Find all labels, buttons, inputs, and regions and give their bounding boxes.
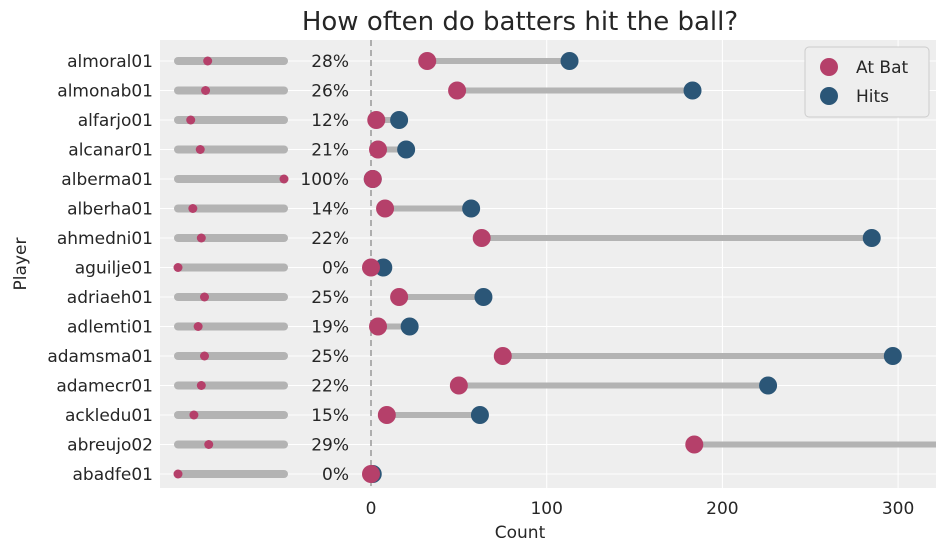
percent-dot [173, 263, 183, 272]
y-tick-label: adlemti01 [67, 318, 153, 338]
percent-label: 15% [311, 406, 349, 426]
y-axis-label: Player [11, 238, 31, 291]
y-tick-label: adamsma01 [47, 347, 153, 367]
x-tick-label: 100 [530, 499, 562, 519]
percent-dot [203, 56, 213, 66]
percent-label: 14% [311, 200, 349, 220]
y-tick-label: alberha01 [67, 200, 153, 220]
labels: 0 100 200 300 almoral01 28% almonab01 26% alfarj… [47, 52, 914, 519]
legend: At Bat Hits [804, 46, 930, 118]
percent-dot [200, 292, 209, 302]
percent-label: 22% [311, 229, 349, 249]
hits-point [683, 81, 702, 100]
at-bat-point [449, 376, 468, 395]
percent-label: 0% [322, 259, 349, 279]
percent-dot [279, 174, 289, 184]
percent-dot [193, 322, 203, 331]
percent-dot [188, 204, 198, 213]
legend-label-hits: Hits [856, 87, 889, 107]
y-tick-label: alcanar01 [68, 141, 153, 161]
percent-dot [201, 86, 211, 95]
chart-title: How often do batters hit the ball? [302, 7, 738, 37]
at-bat-point [369, 140, 388, 159]
at-bat-point [418, 52, 437, 70]
y-tick-label: alberma01 [61, 170, 153, 190]
legend-marker-at-bat [820, 58, 838, 76]
at-bat-point [377, 406, 396, 424]
percent-dot [196, 381, 206, 390]
percent-dot [195, 145, 205, 154]
at-bat-point [363, 170, 382, 188]
hits-point [400, 317, 419, 336]
hits-point [759, 376, 778, 395]
y-tick-label: ackledu01 [65, 406, 153, 426]
at-bat-point [369, 317, 388, 336]
hits-point [474, 288, 493, 306]
at-bat-point [362, 465, 380, 483]
percent-label: 29% [311, 436, 349, 456]
at-bat-point [390, 288, 409, 306]
x-tick-label: 200 [706, 499, 738, 519]
connectors [371, 58, 936, 477]
at-bat-point [448, 81, 467, 100]
y-tick-label: ahmedni01 [57, 229, 153, 249]
percent-label: 28% [311, 52, 349, 72]
at-bat-point [362, 258, 380, 277]
percent-label: 25% [311, 288, 349, 308]
percent-dot [173, 469, 183, 479]
y-tick-label: adriaeh01 [67, 288, 153, 308]
percent-dot [189, 410, 199, 420]
hits-point [560, 52, 579, 70]
percent-dot [204, 440, 214, 449]
x-tick-label: 300 [882, 499, 914, 519]
y-tick-label: aguilje01 [75, 259, 153, 279]
at-bat-point [493, 347, 512, 365]
legend-label-at-bat: At Bat [856, 58, 908, 78]
at-bat-point [376, 199, 395, 218]
percent-label: 22% [311, 377, 349, 397]
y-tick-label: abreujo02 [67, 436, 153, 456]
x-axis-label: Count [495, 523, 546, 543]
percent-label: 12% [311, 111, 349, 131]
hits-point [390, 111, 409, 129]
hits-point [862, 229, 881, 247]
at-bat-point [685, 435, 704, 454]
hits-point [462, 199, 481, 218]
percent-dot [196, 233, 206, 243]
hits-point [397, 140, 416, 159]
hits-point [883, 347, 902, 365]
percent-label: 21% [311, 141, 349, 161]
percent-dot [186, 115, 196, 125]
x-tick-label: 0 [366, 499, 377, 519]
percent-bars [173, 56, 289, 479]
hits-point [470, 406, 489, 424]
percent-label: 100% [300, 170, 349, 190]
y-tick-label: almoral01 [67, 52, 153, 72]
percent-label: 25% [311, 347, 349, 367]
y-tick-label: almonab01 [57, 82, 153, 102]
percent-label: 19% [311, 318, 349, 338]
points [362, 52, 902, 483]
hits-point [374, 258, 393, 277]
y-tick-label: adamecr01 [56, 377, 153, 397]
y-tick-label: abadfe01 [73, 465, 154, 485]
legend-marker-hits [820, 87, 838, 105]
percent-dot [200, 351, 209, 361]
percent-label: 0% [322, 465, 349, 485]
at-bat-point [367, 111, 386, 129]
percent-label: 26% [311, 82, 349, 102]
at-bat-point [472, 229, 491, 247]
y-tick-label: alfarjo01 [78, 111, 153, 131]
